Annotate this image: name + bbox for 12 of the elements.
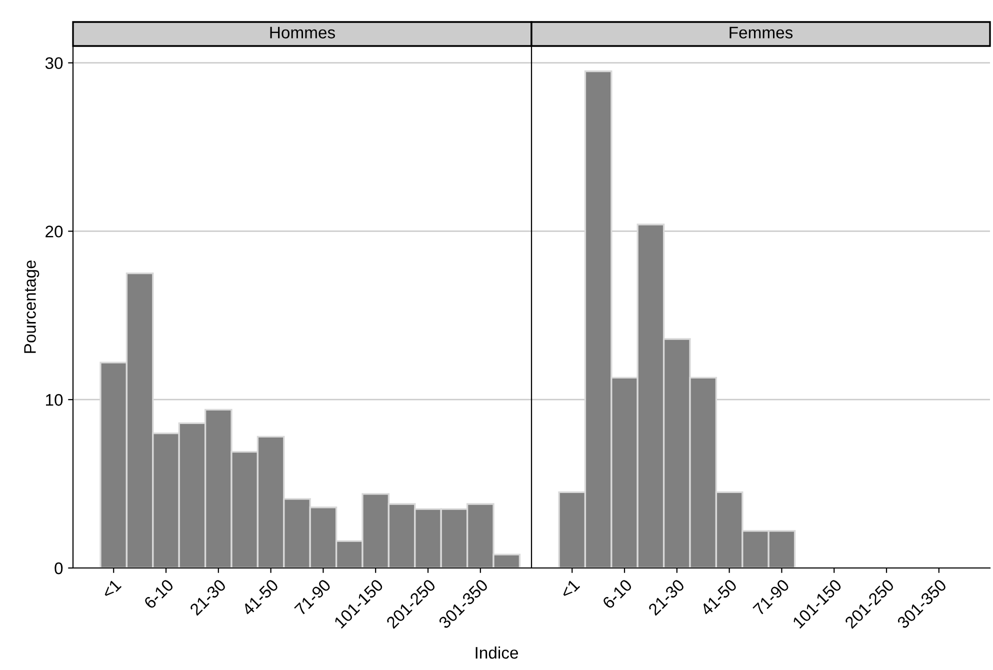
- y-tick-label: 10: [46, 394, 63, 406]
- x-tick-label: 6-10: [602, 578, 633, 610]
- y-tick-label: 0: [54, 562, 63, 574]
- x-tick-label: <1: [560, 578, 580, 600]
- x-axis-title: Indice: [476, 646, 518, 659]
- x-tick-label: <1: [101, 578, 122, 600]
- chart-title: Femmes: [730, 26, 793, 38]
- y-axis-title: Pourcentage: [24, 260, 40, 353]
- y-tick-label: 20: [46, 226, 63, 238]
- y-tick-label: 30: [45, 57, 63, 70]
- x-tick-label: 6-10: [143, 578, 174, 610]
- chart-title: Hommes: [270, 26, 335, 38]
